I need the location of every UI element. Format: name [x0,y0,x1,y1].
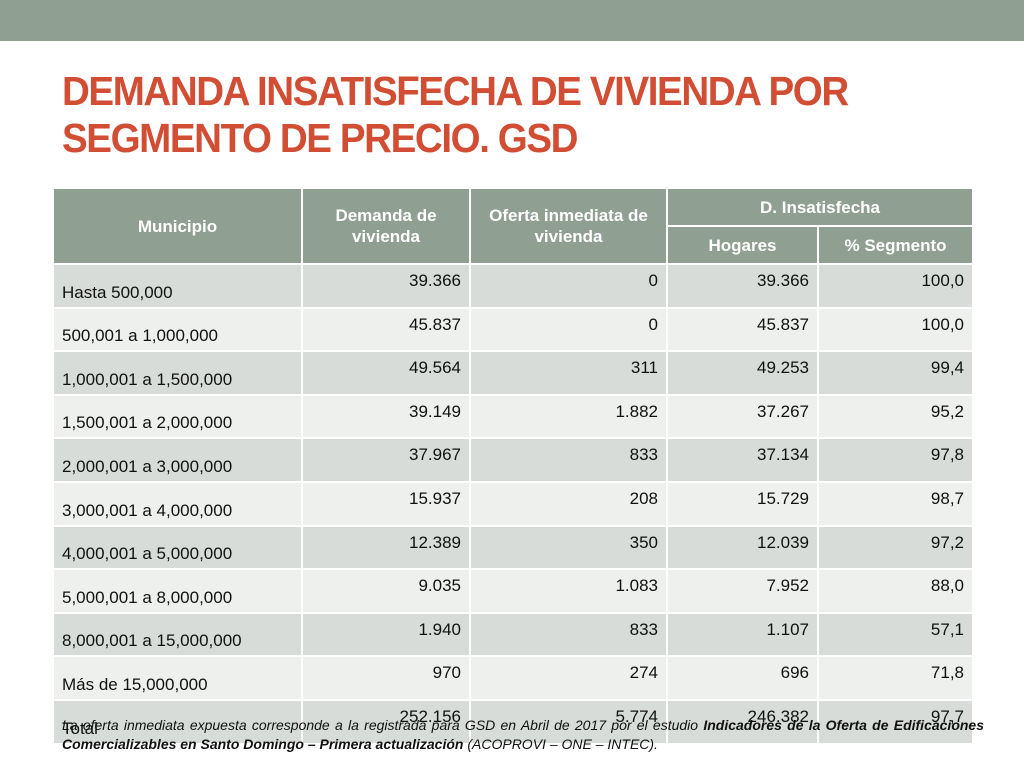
cell-hogares: 39.366 [666,263,819,309]
cell-demanda: 252.156 [301,698,471,745]
cell-demanda: 39.366 [301,263,471,309]
header-municipio: Municipio [52,187,303,265]
cell-oferta: 833 [469,437,668,483]
cell-segmento: 57,1 [817,611,974,658]
cell-segmento: 97,8 [817,437,974,483]
demand-table: Municipio Demanda de vivienda Oferta inm… [52,187,974,745]
header-demanda: Demanda de vivienda [301,187,471,265]
cell-segmento: 88,0 [817,568,974,614]
cell-hogares: 1.107 [666,611,819,658]
header-segmento: % Segmento [817,225,974,265]
cell-hogares: 37.267 [666,393,819,440]
slide-title: DEMANDA INSATISFECHA DE VIVIENDA POR SEG… [62,68,946,162]
table-body: Hasta 500,000 39.366 0 39.366 100,0 500,001 a… [52,263,974,745]
cell-municipio: 500,001 a 1,000,000 [52,306,303,353]
cell-hogares: 12.039 [666,524,819,571]
cell-oferta: 1.083 [469,568,668,614]
footnote-text-start: La oferta inmediata expuesta corresponde… [62,717,704,733]
cell-municipio: 4,000,001 a 5,000,000 [52,524,303,571]
cell-municipio: 3,000,001 a 4,000,000 [52,480,303,527]
cell-oferta: 1.882 [469,393,668,440]
cell-demanda: 970 [301,655,471,701]
cell-segmento: 100,0 [817,306,974,353]
top-banner [0,0,1024,41]
table-row: Total 252.156 5.774 246.382 97,7 [52,698,974,745]
cell-oferta: 5.774 [469,698,668,745]
cell-oferta: 0 [469,263,668,309]
cell-oferta: 208 [469,480,668,527]
cell-demanda: 45.837 [301,306,471,353]
cell-demanda: 39.149 [301,393,471,440]
cell-hogares: 37.134 [666,437,819,483]
table-row: 1,000,001 a 1,500,000 49.564 311 49.253 99,4 [52,350,974,396]
cell-oferta: 833 [469,611,668,658]
cell-segmento: 99,4 [817,350,974,396]
cell-oferta: 350 [469,524,668,571]
cell-demanda: 49.564 [301,350,471,396]
footnote-study-title: Indicadores de la Oferta de Edificacione… [62,717,984,752]
header-oferta: Oferta inmediata de vivienda [469,187,668,265]
slide-title-line-1: DEMANDA INSATISFECHA DE VIVIENDA POR [62,68,849,114]
cell-hogares: 7.952 [666,568,819,614]
cell-municipio: 5,000,001 a 8,000,000 [52,568,303,614]
footnote: La oferta inmediata expuesta corresponde… [62,716,984,754]
table-row: 5,000,001 a 8,000,000 9.035 1.083 7.952 88,0 [52,568,974,614]
cell-hogares: 696 [666,655,819,701]
cell-demanda: 15.937 [301,480,471,527]
cell-municipio: 8,000,001 a 15,000,000 [52,611,303,658]
table-row: 3,000,001 a 4,000,000 15.937 208 15.729 98,7 [52,480,974,527]
slide-title-line-2: SEGMENTO DE PRECIO. GSD [62,115,578,161]
cell-segmento: 95,2 [817,393,974,440]
cell-hogares: 246.382 [666,698,819,745]
table-row: 500,001 a 1,000,000 45.837 0 45.837 100,0 [52,306,974,353]
cell-demanda: 12.389 [301,524,471,571]
table-header: Municipio Demanda de vivienda Oferta inm… [52,187,974,265]
cell-municipio: 1,500,001 a 2,000,000 [52,393,303,440]
table-row: 1,500,001 a 2,000,000 39.149 1.882 37.267 95… [52,393,974,440]
cell-segmento: 100,0 [817,263,974,309]
cell-segmento: 97,7 [817,698,974,745]
cell-demanda: 9.035 [301,568,471,614]
footnote-text-end: (ACOPROVI – ONE – INTEC). [463,736,658,752]
table-row: 4,000,001 a 5,000,000 12.389 350 12.039 97,2 [52,524,974,571]
cell-municipio: Hasta 500,000 [52,263,303,309]
cell-municipio: 1,000,001 a 1,500,000 [52,350,303,396]
cell-segmento: 97,2 [817,524,974,571]
header-hogares: Hogares [666,225,819,265]
header-insatisfecha: D. Insatisfecha [666,187,974,227]
cell-segmento: 98,7 [817,480,974,527]
cell-municipio: 2,000,001 a 3,000,000 [52,437,303,483]
cell-oferta: 311 [469,350,668,396]
table-row: 2,000,001 a 3,000,000 37.967 833 37.134 97,8 [52,437,974,483]
cell-demanda: 1.940 [301,611,471,658]
cell-hogares: 49.253 [666,350,819,396]
cell-oferta: 274 [469,655,668,701]
cell-segmento: 71,8 [817,655,974,701]
cell-hogares: 15.729 [666,480,819,527]
cell-oferta: 0 [469,306,668,353]
table-row: Más de 15,000,000 970 274 696 71,8 [52,655,974,701]
table-row: 8,000,001 a 15,000,000 1.940 833 1.107 57,1 [52,611,974,658]
cell-hogares: 45.837 [666,306,819,353]
cell-municipio: Más de 15,000,000 [52,655,303,701]
table-row: Hasta 500,000 39.366 0 39.366 100,0 [52,263,974,309]
cell-demanda: 37.967 [301,437,471,483]
cell-municipio: Total [52,698,303,745]
